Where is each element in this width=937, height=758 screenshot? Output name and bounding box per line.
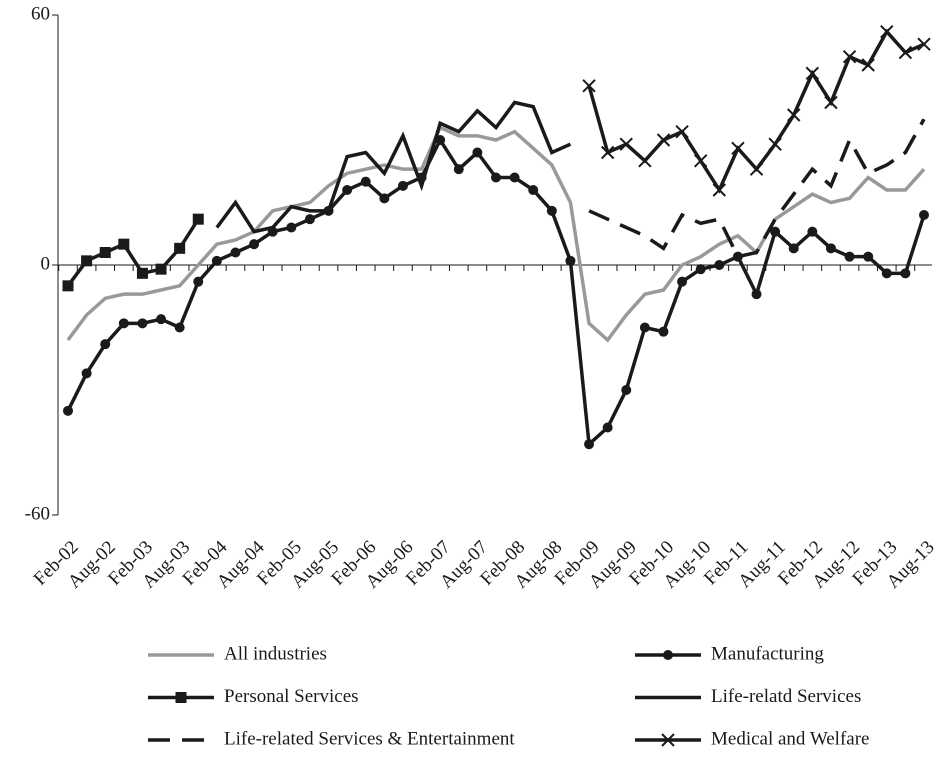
marker [584,439,595,450]
marker [118,238,130,250]
marker [491,172,501,183]
marker [582,79,596,93]
marker [919,210,929,220]
series-line [215,100,572,234]
marker [695,264,706,275]
marker [917,37,931,51]
marker [249,239,260,250]
marker [175,692,187,703]
marker [546,205,557,216]
marker [602,422,613,433]
marker [825,243,836,254]
marker [675,124,689,139]
marker [732,251,743,262]
legend-label: Personal Services [224,686,359,707]
marker [211,255,222,266]
marker [844,251,855,262]
legend-label: Medical and Welfare [711,728,870,749]
marker [861,58,875,72]
marker [731,141,745,156]
marker [619,137,633,151]
marker [62,280,74,292]
series-line [66,136,926,448]
marker [63,405,73,416]
series-line [588,118,926,259]
marker [900,268,911,279]
y-tick-label: -60 [25,503,50,524]
marker [770,226,781,237]
marker [677,276,688,287]
legend-label: All industries [224,643,327,664]
marker [304,214,315,225]
marker [693,154,708,168]
marker [880,24,894,39]
marker [898,45,913,60]
marker [472,147,483,158]
marker [639,322,650,333]
marker [99,247,111,258]
y-tick-label: 0 [41,253,51,274]
marker [805,66,820,81]
marker [661,733,675,747]
marker [712,183,727,197]
marker [155,263,167,275]
marker [286,222,297,233]
marker [453,164,464,175]
marker [137,318,148,329]
marker [863,251,874,262]
legend-label: Manufacturing [711,643,824,664]
marker [787,108,801,122]
marker [749,162,764,176]
marker [842,49,857,64]
marker [81,255,93,267]
marker [621,385,632,395]
marker [824,95,838,110]
marker [193,276,204,287]
marker [881,268,892,279]
marker [156,314,167,325]
marker [663,650,673,660]
marker [136,267,148,279]
series-line [66,125,926,343]
marker [656,133,671,147]
marker [192,213,204,225]
marker [81,368,92,379]
marker [788,243,799,254]
legend-label: Life-related Services & Entertainment [224,728,515,749]
marker [100,339,111,350]
marker [379,193,390,204]
marker [751,289,762,300]
y-tick-label: 60 [31,3,50,24]
marker [174,242,186,254]
legend-label: Life-relatd Services [711,686,861,707]
marker [638,154,652,168]
marker [118,318,129,329]
marker [360,176,371,187]
marker [768,137,782,151]
marker [714,260,725,270]
marker [509,172,520,183]
marker [342,185,353,195]
marker [528,185,539,195]
marker [600,145,615,160]
marker [807,226,818,237]
marker [230,247,241,258]
marker [658,326,669,337]
marker [397,180,408,191]
marker [565,255,576,266]
marker [174,322,185,333]
